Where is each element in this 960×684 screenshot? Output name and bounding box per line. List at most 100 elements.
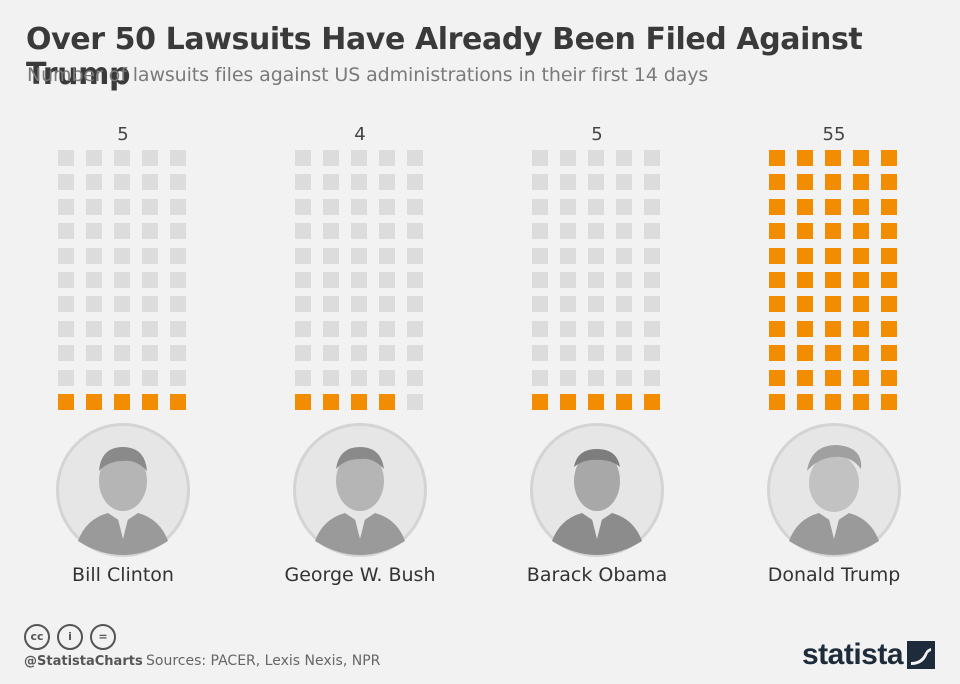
- empty-square: [644, 345, 660, 361]
- category-label: Bill Clinton: [72, 564, 174, 586]
- filled-square: [114, 394, 130, 410]
- empty-square: [323, 345, 339, 361]
- empty-square: [58, 199, 74, 215]
- filled-square: [825, 223, 841, 239]
- empty-square: [86, 321, 102, 337]
- empty-square: [588, 174, 604, 190]
- empty-square: [114, 296, 130, 312]
- by-icon: i: [57, 624, 83, 650]
- filled-square: [825, 321, 841, 337]
- empty-square: [142, 150, 158, 166]
- filled-square: [769, 150, 785, 166]
- empty-square: [407, 321, 423, 337]
- empty-square: [532, 321, 548, 337]
- empty-square: [644, 296, 660, 312]
- category-label: George W. Bush: [284, 564, 436, 586]
- filled-square: [351, 394, 367, 410]
- empty-square: [142, 321, 158, 337]
- empty-square: [616, 272, 632, 288]
- empty-square: [351, 223, 367, 239]
- empty-square: [295, 174, 311, 190]
- empty-square: [295, 223, 311, 239]
- empty-square: [560, 272, 576, 288]
- filled-square: [86, 394, 102, 410]
- filled-square: [853, 394, 869, 410]
- nd-icon: =: [90, 624, 116, 650]
- empty-square: [295, 199, 311, 215]
- filled-square: [881, 223, 897, 239]
- empty-square: [295, 296, 311, 312]
- filled-square: [853, 370, 869, 386]
- empty-square: [560, 174, 576, 190]
- chart-title: Over 50 Lawsuits Have Already Been Filed…: [26, 22, 863, 92]
- empty-square: [295, 321, 311, 337]
- filled-square: [797, 296, 813, 312]
- statista-logo: statista: [802, 638, 904, 671]
- empty-square: [407, 272, 423, 288]
- filled-square: [825, 345, 841, 361]
- empty-square: [58, 223, 74, 239]
- filled-square: [825, 248, 841, 264]
- clinton-portrait: [56, 423, 190, 557]
- empty-square: [170, 272, 186, 288]
- empty-square: [323, 174, 339, 190]
- person-silhouette-icon: [552, 449, 642, 555]
- empty-square: [295, 370, 311, 386]
- filled-square: [170, 394, 186, 410]
- empty-square: [560, 296, 576, 312]
- empty-square: [170, 223, 186, 239]
- empty-square: [616, 150, 632, 166]
- empty-square: [114, 174, 130, 190]
- bush-portrait: [293, 423, 427, 557]
- filled-square: [881, 272, 897, 288]
- filled-square: [797, 248, 813, 264]
- filled-square: [797, 321, 813, 337]
- empty-square: [114, 272, 130, 288]
- empty-square: [86, 248, 102, 264]
- empty-square: [86, 345, 102, 361]
- empty-square: [644, 321, 660, 337]
- empty-square: [616, 370, 632, 386]
- value-label: 5: [117, 124, 129, 145]
- category-label: Donald Trump: [767, 564, 901, 586]
- empty-square: [407, 370, 423, 386]
- filled-square: [295, 394, 311, 410]
- empty-square: [616, 296, 632, 312]
- cc-icon: cc: [24, 624, 50, 650]
- empty-square: [86, 223, 102, 239]
- filled-square: [881, 296, 897, 312]
- empty-square: [86, 199, 102, 215]
- filled-square: [560, 394, 576, 410]
- filled-square: [825, 272, 841, 288]
- empty-square: [532, 272, 548, 288]
- empty-square: [114, 321, 130, 337]
- empty-square: [616, 248, 632, 264]
- filled-square: [797, 199, 813, 215]
- empty-square: [86, 272, 102, 288]
- empty-square: [644, 223, 660, 239]
- empty-square: [616, 223, 632, 239]
- filled-square: [769, 248, 785, 264]
- empty-square: [170, 174, 186, 190]
- person-silhouette-icon: [315, 447, 405, 555]
- empty-square: [616, 321, 632, 337]
- empty-square: [170, 345, 186, 361]
- filled-square: [769, 321, 785, 337]
- person-silhouette-icon: [789, 445, 879, 555]
- filled-square: [797, 150, 813, 166]
- empty-square: [379, 321, 395, 337]
- filled-square: [853, 199, 869, 215]
- obama-portrait: [530, 423, 664, 557]
- empty-square: [58, 345, 74, 361]
- filled-square: [825, 150, 841, 166]
- empty-square: [114, 223, 130, 239]
- filled-square: [881, 394, 897, 410]
- empty-square: [532, 345, 548, 361]
- empty-square: [588, 150, 604, 166]
- filled-square: [797, 174, 813, 190]
- empty-square: [114, 248, 130, 264]
- empty-square: [86, 296, 102, 312]
- empty-square: [588, 223, 604, 239]
- empty-square: [407, 296, 423, 312]
- empty-square: [644, 248, 660, 264]
